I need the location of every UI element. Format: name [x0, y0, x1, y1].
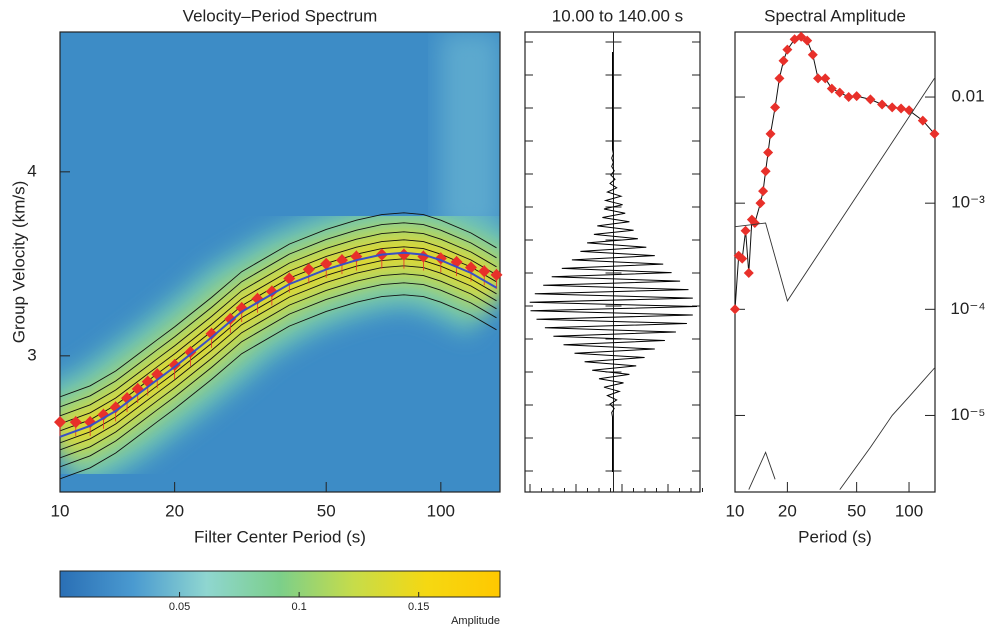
contour	[60, 239, 497, 425]
spectrum-point	[887, 102, 898, 113]
x-tick-label: 10	[51, 501, 70, 520]
colorbar	[59, 570, 501, 598]
chart-title: Velocity–Period Spectrum	[183, 6, 378, 25]
contour	[60, 231, 497, 417]
spectrum-point	[743, 267, 754, 278]
dispersion-point	[184, 346, 197, 359]
spectrum-point	[807, 49, 818, 60]
spectrum-point	[851, 91, 862, 102]
contour	[60, 294, 497, 480]
noise-line	[748, 367, 935, 490]
dispersion-point	[224, 313, 237, 326]
plot-frame	[59, 31, 501, 493]
spectrum-point	[782, 44, 793, 55]
chart-title: 10.00 to 140.00 s	[552, 6, 683, 25]
y-tick-label: 10⁻⁴	[950, 299, 985, 318]
spectrum-point	[917, 115, 928, 126]
spectrum-point	[774, 73, 785, 84]
x-axis-label: Filter Center Period (s)	[194, 527, 366, 546]
seismogram	[529, 52, 698, 472]
dispersion-point	[97, 408, 110, 421]
colorbar-tick-label: 0.15	[408, 601, 429, 613]
dispersion-point	[54, 416, 66, 429]
dispersion-point	[205, 327, 218, 340]
spectrum-point	[826, 83, 837, 94]
spectrum-point	[749, 218, 760, 229]
spectrum-point	[843, 92, 854, 103]
spectrum-point	[802, 35, 813, 46]
dispersion-point	[397, 248, 410, 261]
spectrum-point	[770, 102, 781, 113]
contour	[60, 222, 497, 408]
x-tick-label: 20	[165, 501, 184, 520]
dispersion-point	[464, 261, 477, 274]
spectrum-point	[758, 186, 769, 197]
chart-title: Spectral Amplitude	[764, 6, 906, 25]
dispersion-point	[490, 268, 503, 281]
x-tick-label: 50	[847, 501, 866, 520]
spectrum-point	[813, 73, 824, 84]
spectrum-point	[760, 166, 771, 177]
y-tick-label: 3	[27, 345, 36, 364]
spectrum-point	[877, 99, 888, 110]
spectrum-point	[778, 55, 789, 66]
spectrum-point	[730, 304, 740, 315]
spectrum-point	[733, 250, 744, 261]
contour	[60, 273, 497, 459]
spectrum-point	[820, 73, 831, 84]
spectrum-image	[60, 32, 500, 492]
spectrum-point	[929, 128, 940, 139]
contour	[60, 212, 497, 398]
x-tick-label: 50	[317, 501, 336, 520]
dispersion-point	[69, 416, 82, 429]
contour	[60, 265, 497, 451]
x-tick-label: 100	[895, 501, 923, 520]
spectrum-point	[737, 253, 748, 264]
dispersion-point	[109, 401, 122, 414]
spectrum-point	[765, 128, 776, 139]
x-axis-label: Period (s)	[798, 527, 872, 546]
dispersion-point	[283, 272, 296, 285]
colorbar-tick-label: 0.1	[291, 601, 306, 613]
spectrum-point	[755, 198, 766, 209]
colorbar-label: Amplitude	[451, 615, 500, 627]
dispersion-point	[320, 257, 333, 270]
spectrum-point	[904, 105, 915, 116]
dispersion-point	[302, 263, 315, 276]
spectrum-point	[740, 225, 751, 236]
dispersion-point	[417, 250, 430, 263]
x-tick-label: 20	[778, 501, 797, 520]
spectrum-point	[763, 147, 774, 158]
dispersion-line	[59, 251, 498, 438]
y-axis-label: Group Velocity (km/s)	[9, 181, 28, 344]
plot-frame	[524, 31, 701, 493]
dispersion-point	[478, 265, 491, 278]
x-tick-label: 10	[726, 501, 745, 520]
y-tick-label: 4	[27, 161, 36, 180]
contour	[60, 282, 497, 468]
y-tick-label: 10⁻⁵	[951, 405, 986, 424]
x-tick-label: 100	[427, 501, 455, 520]
spectrum-point	[896, 103, 907, 114]
dispersion-point	[265, 285, 278, 298]
y-tick-label: 10⁻³	[951, 193, 985, 212]
colorbar-tick-label: 0.05	[169, 601, 190, 613]
spectrum-point	[834, 87, 845, 98]
spectrum-point	[865, 94, 876, 105]
y-tick-label: 0.01	[951, 87, 984, 106]
noise-line	[734, 78, 935, 302]
plot-frame	[734, 31, 936, 493]
